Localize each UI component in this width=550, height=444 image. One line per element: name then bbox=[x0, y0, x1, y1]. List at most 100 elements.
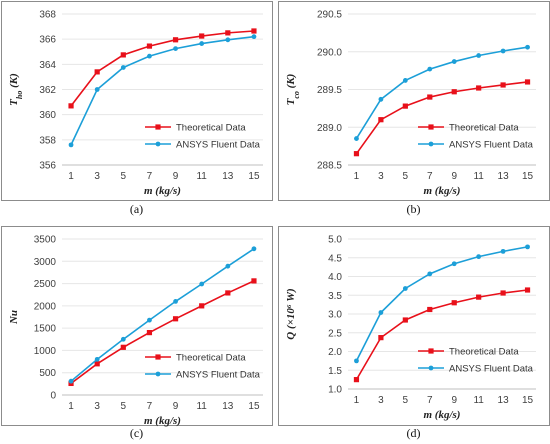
data-point bbox=[402, 286, 408, 291]
x-tick-label: 7 bbox=[427, 171, 433, 182]
x-tick-label: 1 bbox=[68, 171, 74, 182]
series-theoretical bbox=[68, 28, 257, 109]
data-point bbox=[427, 66, 433, 72]
legend-marker bbox=[428, 348, 434, 354]
x-tick-label: 5 bbox=[403, 171, 409, 182]
legend-label: ANSYS Fluent Data bbox=[176, 140, 261, 151]
x-tick-label: 15 bbox=[248, 401, 260, 412]
x-tick-label: 13 bbox=[222, 401, 234, 412]
x-axis-label: m (kg/s) bbox=[424, 185, 461, 197]
legend-marker bbox=[155, 141, 161, 147]
y-axis-label: Q (×10⁶ W) bbox=[285, 288, 297, 339]
data-point bbox=[451, 89, 457, 95]
data-point bbox=[146, 43, 153, 49]
series-theoretical bbox=[353, 79, 531, 157]
legend-label: ANSYS Fluent Data bbox=[449, 364, 534, 375]
x-tick-label: 7 bbox=[147, 171, 153, 182]
series-line bbox=[355, 81, 528, 155]
data-point bbox=[94, 356, 100, 362]
data-point bbox=[402, 78, 408, 83]
data-point bbox=[476, 254, 482, 260]
x-tick-label: 1 bbox=[68, 401, 74, 412]
x-tick-label: 13 bbox=[222, 171, 234, 182]
y-tick-label: 360 bbox=[39, 110, 56, 121]
data-point bbox=[225, 37, 231, 43]
y-tick-label: 1500 bbox=[34, 324, 57, 335]
x-tick-label: 9 bbox=[173, 401, 179, 412]
x-tick-label: 3 bbox=[94, 401, 100, 412]
y-tick-label: 3500 bbox=[34, 235, 57, 246]
x-tick-label: 15 bbox=[522, 171, 534, 182]
y-tick-label: 358 bbox=[39, 135, 56, 146]
data-point bbox=[451, 59, 457, 64]
legend-marker bbox=[155, 124, 161, 130]
data-point bbox=[225, 263, 231, 269]
data-point bbox=[378, 310, 384, 315]
series-theoretical bbox=[353, 287, 531, 383]
y-tick-label: 5.0 bbox=[328, 235, 342, 246]
chart-panel-d: 1.01.52.02.53.03.54.04.55.01 3 5 7 9 11 13 15m … bbox=[278, 226, 550, 426]
x-tick-label: 3 bbox=[378, 395, 384, 406]
x-axis-label: m (kg/s) bbox=[144, 185, 181, 197]
y-tick-label: 366 bbox=[39, 35, 56, 46]
data-point bbox=[427, 271, 433, 277]
y-tick-label: 0 bbox=[50, 391, 56, 402]
y-tick-label: 2.0 bbox=[328, 347, 342, 358]
data-point bbox=[68, 142, 74, 148]
legend-label: ANSYS Fluent Data bbox=[449, 140, 534, 151]
data-point bbox=[225, 290, 231, 296]
y-tick-label: 362 bbox=[39, 85, 56, 96]
y-tick-label: 3.5 bbox=[328, 291, 342, 302]
data-point bbox=[402, 317, 408, 323]
legend-label: Theoretical Data bbox=[176, 123, 246, 134]
data-point bbox=[94, 87, 100, 92]
y-axis-label: Tho (K) bbox=[8, 73, 24, 106]
x-tick-label: 5 bbox=[121, 401, 127, 412]
legend-label: ANSYS Fluent Data bbox=[176, 370, 261, 381]
data-point bbox=[94, 361, 100, 367]
series-line bbox=[70, 248, 255, 382]
data-point bbox=[378, 335, 384, 341]
series-ansys bbox=[354, 244, 530, 364]
data-point bbox=[500, 248, 506, 254]
legend-marker bbox=[428, 124, 434, 130]
x-tick-label: 11 bbox=[473, 171, 484, 182]
y-tick-label: 1.5 bbox=[328, 366, 342, 377]
series-line bbox=[70, 30, 255, 107]
data-point bbox=[500, 82, 506, 88]
series-line bbox=[70, 280, 255, 385]
legend-marker bbox=[428, 365, 434, 371]
x-tick-label: 9 bbox=[173, 171, 179, 182]
data-point bbox=[251, 34, 257, 40]
data-point bbox=[173, 46, 178, 52]
data-point bbox=[451, 261, 457, 267]
y-tick-label: 4.0 bbox=[328, 272, 342, 283]
data-point bbox=[120, 52, 126, 58]
x-tick-label: 11 bbox=[473, 395, 484, 406]
data-point bbox=[525, 44, 530, 50]
legend-label: Theoretical Data bbox=[176, 353, 246, 364]
x-tick-label: 15 bbox=[522, 395, 534, 406]
x-tick-label: 13 bbox=[498, 395, 510, 406]
x-tick-label: 3 bbox=[378, 171, 384, 182]
panel-frame bbox=[1, 226, 273, 426]
data-point bbox=[199, 33, 205, 39]
data-point bbox=[147, 53, 152, 59]
legend-marker bbox=[428, 141, 434, 147]
data-point bbox=[172, 37, 179, 43]
y-tick-label: 288.5 bbox=[317, 161, 342, 172]
data-point bbox=[225, 30, 231, 36]
data-point bbox=[476, 53, 482, 58]
series-ansys bbox=[68, 34, 257, 148]
data-point bbox=[524, 79, 531, 85]
y-tick-label: 2.5 bbox=[328, 328, 342, 339]
panel-frame bbox=[278, 226, 550, 426]
legend-label: Theoretical Data bbox=[449, 347, 519, 358]
x-tick-label: 7 bbox=[427, 395, 433, 406]
x-tick-label: 9 bbox=[451, 395, 457, 406]
x-tick-label: 5 bbox=[403, 395, 409, 406]
data-point bbox=[354, 358, 359, 364]
y-tick-label: 289.5 bbox=[317, 85, 342, 96]
